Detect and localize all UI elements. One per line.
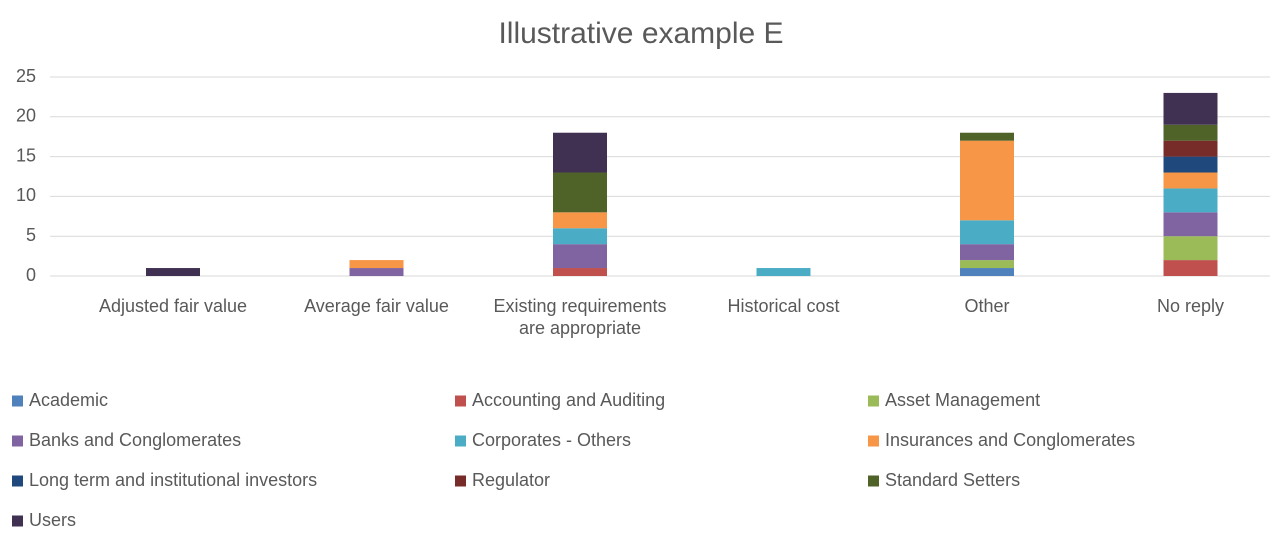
x-tick-label: No reply [1156,296,1225,316]
bar-segment [1163,156,1218,173]
bar-segment [1163,188,1218,213]
legend-swatch [868,475,879,487]
legend-swatch [12,475,23,487]
bar-segment [1163,260,1218,276]
bar-segment [1163,212,1218,237]
bar-segment [553,244,607,269]
bar-segment [553,172,607,213]
legend-label: Banks and Conglomerates [29,430,241,450]
legend-label: Regulator [472,470,550,490]
bar-segment [1163,140,1218,157]
legend-swatch [868,395,879,407]
legend-swatch [868,435,879,447]
y-tick-label: 5 [26,225,36,245]
x-tick-label: Existing requirements are appropriate [493,296,667,338]
y-tick-label: 20 [16,106,36,126]
y-tick-label: 0 [26,265,36,285]
legend-label: Asset Management [885,390,1040,410]
y-tick-label: 25 [16,66,36,86]
bar-segment [349,260,404,269]
x-tick-label: Adjusted fair value [98,296,248,316]
legend-swatch [12,435,23,447]
bar-segment [960,220,1014,245]
legend-swatch [455,435,466,447]
chart-title: Illustrative example E [498,17,783,50]
bar-segment [960,244,1014,261]
x-tick-label: Average fair value [304,296,449,316]
bar-segment [960,268,1014,276]
bar-segment [349,268,404,276]
legend-swatch [455,475,466,487]
bar-segment [960,132,1014,141]
bar-segment [1163,92,1218,125]
bar-segment [1163,124,1218,141]
bar-segment [1163,172,1218,189]
x-tick-label: Other [964,296,1010,316]
legend-label: Users [29,510,76,530]
legend-label: Standard Setters [885,470,1020,490]
y-tick-label: 10 [16,185,36,205]
bar-segment [756,268,811,276]
bar-segment [146,268,200,276]
legend-swatch [12,515,23,527]
x-tick-label: Historical cost [727,296,840,316]
legend-swatch [12,395,23,407]
bar-segment [960,140,1014,221]
bar-segment [553,228,607,245]
legend-label: Accounting and Auditing [472,390,665,410]
bar-segment [553,268,607,276]
legend-swatch [455,395,466,407]
y-tick-label: 15 [16,145,36,165]
legend-label: Academic [29,390,108,410]
legend-label: Insurances and Conglomerates [885,430,1135,450]
bar-segment [960,260,1014,269]
bar-segment [553,212,607,229]
legend-label: Corporates - Others [472,430,631,450]
bar-segment [553,132,607,173]
legend-label: Long term and institutional investors [29,470,317,490]
bar-segment [1163,236,1218,261]
